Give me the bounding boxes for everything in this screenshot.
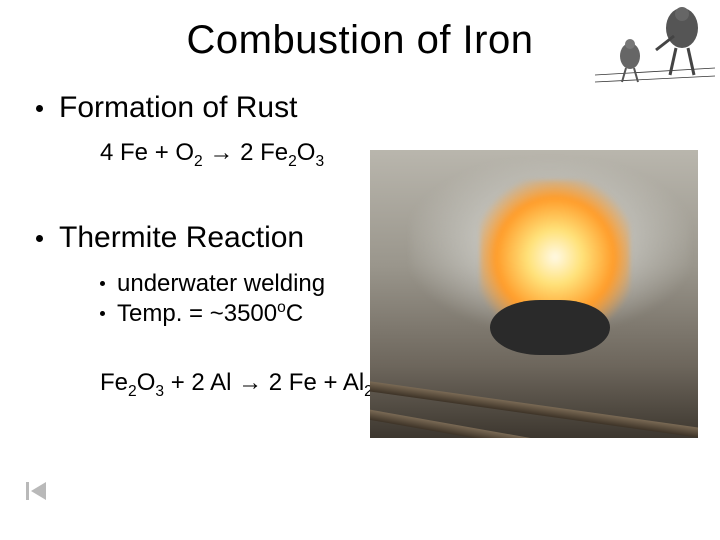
subpoint-text: Temp. = ~3500oC	[117, 299, 303, 329]
bullet-dot-icon	[100, 281, 105, 286]
bullet-formation-of-rust: Formation of Rust	[36, 91, 690, 125]
flame-graphic	[480, 180, 630, 320]
bullet-dot-icon	[100, 311, 105, 316]
bullet-text: Formation of Rust	[59, 91, 297, 125]
subpoint-text: underwater welding	[117, 269, 325, 299]
corner-illustration	[590, 0, 720, 88]
skip-back-icon	[26, 482, 48, 500]
thermite-photo	[370, 150, 698, 438]
rail-graphic	[370, 380, 698, 438]
slide: Combustion of Iron Formation of Rust 4 F…	[0, 0, 720, 540]
previous-slide-button[interactable]	[26, 482, 48, 500]
bullet-dot-icon	[36, 105, 43, 112]
bullet-text: Thermite Reaction	[59, 221, 304, 255]
crucible-graphic	[490, 300, 610, 355]
bullet-dot-icon	[36, 235, 43, 242]
